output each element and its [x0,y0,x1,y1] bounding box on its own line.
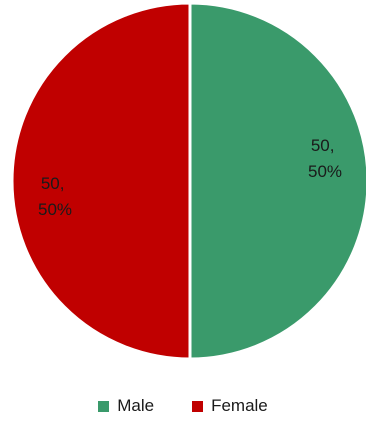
legend-item-female: Female [192,396,268,416]
data-label-male-value: 50, [311,136,335,155]
pie-slices [10,1,366,361]
data-label-female-percent: 50% [38,200,72,219]
legend-swatch-female [192,400,204,412]
legend-label-male: Male [117,396,155,415]
data-label-female-value: 50, [41,174,65,193]
legend-item-male: Male [98,396,154,416]
pie-slice-male [188,1,366,361]
legend: Male Female [0,396,366,416]
data-labels: 50, 50% 50, 50% [38,136,342,219]
legend-swatch-male [98,400,110,412]
data-label-male-percent: 50% [308,162,342,181]
pie-slice-female [10,1,192,361]
data-label-male: 50, 50% [308,136,342,181]
data-label-female: 50, 50% [38,174,72,219]
legend-label-female: Female [211,396,268,415]
